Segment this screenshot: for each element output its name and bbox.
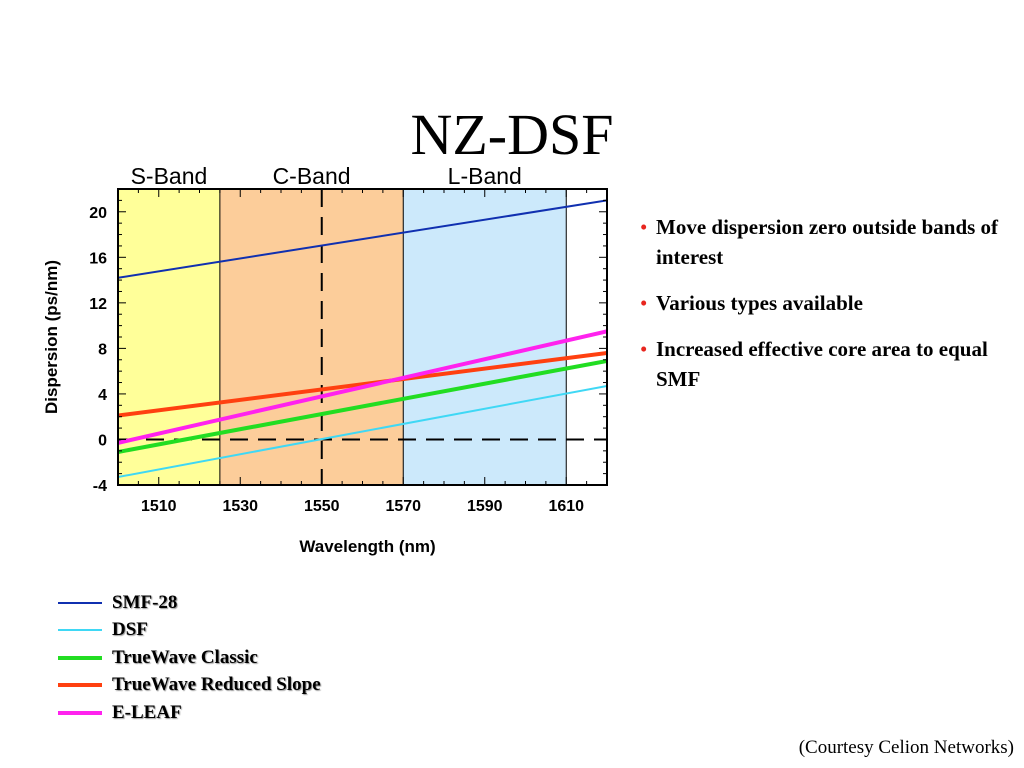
legend-swatch [58,601,102,604]
bullet-dot-icon: • [640,291,648,315]
bullet-list: • Move dispersion zero outside bands of i… [640,212,1015,410]
x-axis-label: Wavelength (nm) [299,537,435,556]
plot-area [118,199,607,479]
band-label: L-Band [448,163,522,189]
bullet-text: Various types available [656,291,863,315]
x-tick-label: 1610 [548,498,584,515]
dispersion-chart: S-Band C-Band L-Band 1510 1530 1550 1570 1590 16… [42,163,608,556]
legend-label: DSF [112,619,148,641]
legend-label: TrueWave Classic [112,646,258,668]
y-tick-label: 8 [98,341,107,358]
legend-item: SMF-28 [58,589,321,617]
legend-item: TrueWave Classic [58,644,321,672]
legend-item: E-LEAF [58,699,321,727]
bullet-item: • Various types available [640,288,1015,318]
legend-swatch [58,655,102,660]
slide-title: NZ-DSF [410,102,614,167]
series-line-e-leaf [118,329,607,445]
bullet-text: Move dispersion zero outside bands of in… [656,215,999,269]
legend-label: TrueWave Reduced Slope [112,674,321,696]
series-line-truewave-reduced-slope [118,350,607,418]
series-line-smf-28 [118,199,607,279]
legend-label: SMF-28 [112,591,178,613]
x-tick-label: 1570 [385,498,421,515]
legend-swatch [58,683,102,688]
series-line-truewave-classic [118,358,607,454]
band-region-l-band [403,189,567,485]
legend-item: DSF [58,617,321,645]
y-tick-label: 16 [89,250,107,267]
band-label: S-Band [131,163,208,189]
y-tick-label: 12 [89,296,107,313]
y-tick-label: -4 [93,478,107,495]
legend-swatch [58,710,102,715]
bullet-item: • Increased effective core area to equal … [640,334,1015,394]
credit-text: (Courtesy Celion Networks) [798,737,1014,758]
y-tick-label: 4 [98,387,107,404]
bullet-text: Increased effective core area to equal S… [656,337,988,391]
x-tick-label: 1530 [222,498,258,515]
y-axis-label: Dispersion (ps/nm) [42,260,61,414]
band-label: C-Band [273,163,351,189]
legend-item: TrueWave Reduced Slope [58,672,321,700]
bullet-item: • Move dispersion zero outside bands of i… [640,212,1015,272]
x-tick-label: 1510 [141,498,177,515]
chart-legend: SMF-28 DSF TrueWave Classic TrueWave Red… [58,589,321,727]
bullet-dot-icon: • [640,337,648,361]
x-tick-label: 1590 [467,498,503,515]
legend-label: E-LEAF [112,701,182,723]
bullet-dot-icon: • [640,215,648,239]
x-tick-label: 1550 [304,498,340,515]
legend-swatch [58,629,102,632]
series-line-dsf [118,384,607,479]
y-tick-label: 0 [98,432,107,449]
y-tick-label: 20 [89,205,107,222]
